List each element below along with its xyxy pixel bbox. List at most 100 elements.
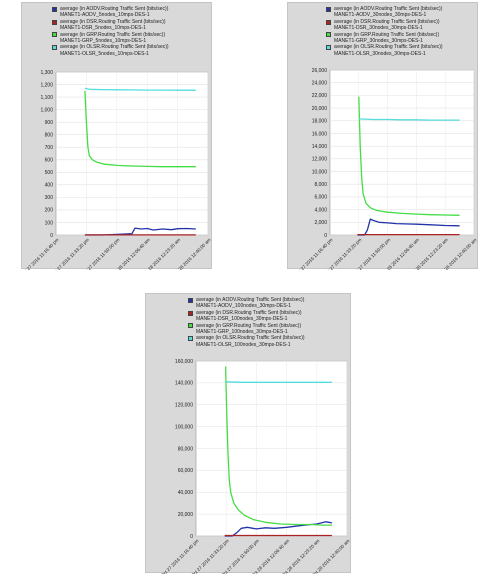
legend-label: average (in OLSR.Routing Traffic Sent (b… [334,44,443,51]
legend-swatch [326,32,331,38]
legend-label: average (in OLSR.Routing Traffic Sent (b… [60,44,169,51]
chart-legend: average (in AODV.Routing Traffic Sent (b… [188,297,305,348]
chart-panel-2: average (in AODV.Routing Traffic Sent (b… [287,2,478,270]
y-tick-label: 6,000 [314,195,327,201]
y-tick-label: 400 [45,183,54,189]
chart-panel-1: average (in AODV.Routing Traffic Sent (b… [21,2,212,270]
y-tick-label: 0 [190,534,193,540]
legend-run-label: MANET1-AODV_5nodes_10mps-DES-1 [60,12,150,19]
legend-label: average (in AODV.Routing Traffic Sent (b… [196,297,305,303]
y-tick-label: 100 [45,220,54,226]
legend-entry: average (in DSR.Routing Traffic Sent (bi… [188,310,305,316]
y-tick-label: 26,000 [312,68,328,74]
y-tick-label: 700 [45,145,54,151]
y-tick-label: 10,000 [312,169,328,175]
y-tick-label: 18,000 [312,119,328,125]
y-tick-label: 140,000 [175,381,193,387]
y-tick-label: 14,000 [312,144,328,150]
y-tick-label: 20,000 [178,512,194,518]
y-tick-label: 200 [45,208,54,214]
legend-label: average (in DSR.Routing Traffic Sent (bi… [196,309,302,316]
legend-entry: average (in DSR.Routing Traffic Sent (bi… [52,19,169,25]
chart-svg: 0 100 200 300 400 500 600 700 800 900 1,000 1,100 1,… [22,70,212,270]
y-tick-label: 900 [45,120,54,126]
y-tick-label: 100,000 [175,424,193,430]
legend-run-label: MANET1-GRP_5nodes_10mps-DES-1 [60,38,147,45]
x-tick-label: Oct 27 2016 11:16:40 pm [160,538,200,574]
legend-label: average (in DSR.Routing Traffic Sent (bi… [334,18,440,25]
legend-run-label: MANET1-AODV_30nodes_30mps-DES-1 [334,12,427,19]
legend-run-label: MANET1-DSR_30nodes_30mps-DES-1 [334,25,423,32]
x-tick-label: Oct 27 2016 11:16:40 pm [294,237,334,270]
legend-entry: average (in GRP.Routing Traffic Sent (bi… [52,32,169,38]
y-tick-label: 600 [45,158,54,164]
y-tick-label: 1,100 [40,95,53,101]
y-tick-label: 12,000 [312,157,328,163]
y-tick-label: 8,000 [314,182,327,188]
legend-swatch [326,45,331,51]
legend-swatch [326,6,331,12]
plot-area [55,71,209,236]
legend-run-label: MANET1-GRP_100nodes_30mps-DES-1 [196,329,288,336]
legend-swatch [52,6,57,12]
chart-legend: average (in AODV.Routing Traffic Sent (b… [52,6,169,57]
y-tick-label: 1,200 [40,82,53,88]
legend-label: average (in GRP.Routing Traffic Sent (bi… [196,322,302,329]
series-line [226,381,332,383]
legend-entry: average (in AODV.Routing Traffic Sent (b… [52,6,169,12]
y-tick-label: 2,000 [314,220,327,226]
y-tick-label: 800 [45,132,54,138]
legend-label: average (in GRP.Routing Traffic Sent (bi… [60,31,166,38]
legend-run-label: MANET1-DSR_5nodes_10mps-DES-1 [60,25,146,32]
y-tick-label: 160,000 [175,359,193,365]
legend-entry: average (in AODV.Routing Traffic Sent (b… [326,6,443,12]
y-tick-label: 40,000 [178,490,194,496]
y-tick-label: 20,000 [312,106,328,112]
chart-svg: 0 2,000 4,000 6,000 8,000 10,000 12,000 14,000 1… [294,68,478,270]
y-tick-label: 120,000 [175,403,193,409]
y-tick-label: 0 [50,233,53,239]
legend-run-label: MANET1-OLSR_30nodes_30mps-DES-1 [334,50,426,57]
chart-legend: average (in AODV.Routing Traffic Sent (b… [326,6,443,57]
legend-swatch [188,297,193,303]
series-line [357,218,460,236]
legend-swatch [188,336,193,342]
y-tick-label: 1,300 [40,70,53,76]
series-line [84,87,196,91]
y-tick-label: 60,000 [178,468,194,474]
legend-run-label: MANET1-OLSR_100nodes_30mps-DES-1 [196,341,291,348]
y-tick-label: 1,000 [40,107,53,113]
y-tick-label: 500 [45,170,54,176]
legend-label: average (in GRP.Routing Traffic Sent (bi… [334,31,440,38]
legend-entry: average (in OLSR.Routing Traffic Sent (b… [188,335,305,341]
legend-swatch [188,310,193,316]
legend-run-label: MANET1-OLSR_5nodes_10mps-DES-1 [60,50,149,57]
legend-label: average (in DSR.Routing Traffic Sent (bi… [60,18,166,25]
series-line [358,96,460,216]
legend-entry: average (in OLSR.Routing Traffic Sent (b… [326,44,443,50]
legend-entry: average (in GRP.Routing Traffic Sent (bi… [326,32,443,38]
series-line [224,366,332,526]
legend-run-label: MANET1-AODV_100nodes_30mps-DES-1 [196,303,292,310]
legend-swatch [52,32,57,38]
legend-run-label: MANET1-GRP_30nodes_30mps-DES-1 [334,38,423,45]
legend-entry: average (in DSR.Routing Traffic Sent (bi… [326,19,443,25]
y-tick-label: 22,000 [312,93,328,99]
legend-entry: average (in AODV.Routing Traffic Sent (b… [188,297,305,303]
legend-swatch [188,323,193,329]
y-tick-label: 24,000 [312,80,328,86]
legend-entry: average (in GRP.Routing Traffic Sent (bi… [188,323,305,329]
y-tick-label: 4,000 [314,207,327,213]
y-tick-label: 300 [45,195,54,201]
legend-swatch [52,19,57,25]
legend-swatch [52,45,57,51]
x-tick-label: Oct 27 2016 11:16:40 pm [22,237,60,270]
legend-swatch [326,19,331,25]
chart-svg: 0 20,000 40,000 60,000 80,000 100,000 120,000 1… [160,359,351,574]
legend-run-label: MANET1-DSR_100nodes_30mps-DES-1 [196,316,288,323]
y-tick-label: 80,000 [178,446,194,452]
series-line [84,90,196,168]
legend-label: average (in AODV.Routing Traffic Sent (b… [60,6,169,12]
y-tick-label: 16,000 [312,131,328,137]
plot-area [329,69,475,236]
